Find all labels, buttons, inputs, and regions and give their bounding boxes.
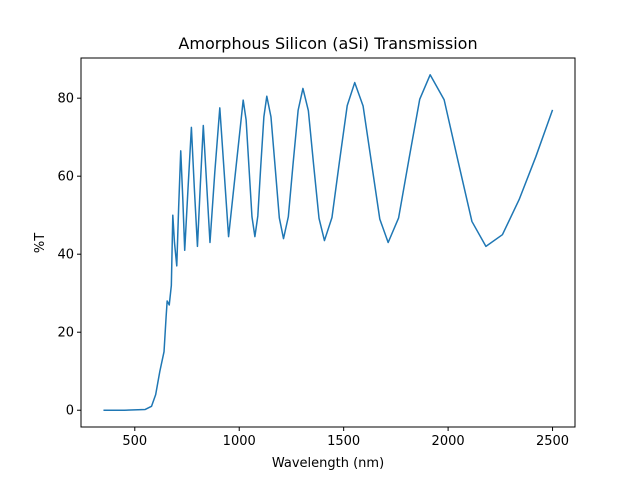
y-tick-label: 80 <box>57 92 74 107</box>
x-tick-label: 2500 <box>536 434 569 449</box>
x-tick-label: 1000 <box>223 434 256 449</box>
y-tick-label: 60 <box>57 170 74 185</box>
plot-frame <box>80 57 576 428</box>
x-tick-label: 2000 <box>432 434 465 449</box>
y-tick-label: 40 <box>57 248 74 263</box>
x-axis-label: Wavelength (nm) <box>272 456 384 471</box>
y-tick-label: 20 <box>57 326 74 341</box>
x-tick-label: 500 <box>122 434 147 449</box>
x-tick-label: 1500 <box>327 434 360 449</box>
y-tick-label: 0 <box>66 404 74 419</box>
chart-title: Amorphous Silicon (aSi) Transmission <box>178 34 477 53</box>
data-line <box>103 74 554 411</box>
y-axis-label: %T <box>33 233 48 253</box>
